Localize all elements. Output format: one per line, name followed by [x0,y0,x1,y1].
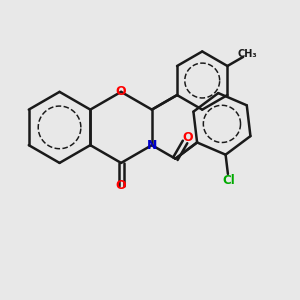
Text: O: O [116,85,126,98]
Text: N: N [147,139,157,152]
Text: O: O [182,131,193,144]
Text: CH₃: CH₃ [238,50,257,59]
Text: Cl: Cl [222,174,235,187]
Text: O: O [116,179,126,192]
